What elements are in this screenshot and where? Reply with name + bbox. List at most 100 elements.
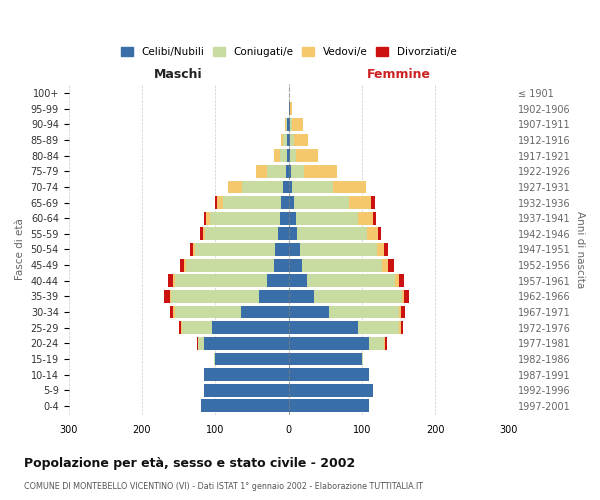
Bar xyxy=(289,228,367,240)
Bar xyxy=(200,400,289,412)
Bar xyxy=(289,134,290,146)
Text: COMUNE DI MONTEBELLO VICENTINO (VI) - Dati ISTAT 1° gennaio 2002 - Elaborazione : COMUNE DI MONTEBELLO VICENTINO (VI) - Da… xyxy=(24,482,423,491)
Bar xyxy=(289,196,349,209)
Bar xyxy=(173,306,289,318)
Text: Popolazione per età, sesso e stato civile - 2002: Popolazione per età, sesso e stato civil… xyxy=(24,458,355,470)
Bar xyxy=(289,212,376,224)
Bar xyxy=(289,290,409,303)
Bar xyxy=(289,274,398,287)
Bar xyxy=(289,368,369,381)
Bar xyxy=(289,400,369,412)
Bar xyxy=(289,368,369,381)
Bar xyxy=(195,243,289,256)
Bar xyxy=(289,352,362,366)
Bar xyxy=(289,274,404,287)
Bar xyxy=(289,118,303,131)
Bar xyxy=(287,149,289,162)
Bar xyxy=(289,384,373,396)
Bar xyxy=(289,228,381,240)
Bar xyxy=(206,212,289,224)
Bar xyxy=(289,165,304,177)
Bar xyxy=(180,258,289,272)
Bar xyxy=(289,337,385,349)
Bar xyxy=(289,180,365,194)
Bar xyxy=(280,149,289,162)
Bar xyxy=(170,290,289,303)
Bar xyxy=(190,243,289,256)
Bar xyxy=(289,228,298,240)
Bar xyxy=(204,368,289,381)
Bar xyxy=(199,337,289,349)
Bar xyxy=(289,180,332,194)
Bar xyxy=(289,306,329,318)
Bar xyxy=(289,180,365,194)
Bar xyxy=(289,102,292,115)
Bar xyxy=(193,243,289,256)
Bar xyxy=(289,352,364,366)
Bar xyxy=(289,290,314,303)
Bar xyxy=(289,102,290,115)
Bar xyxy=(274,258,289,272)
Bar xyxy=(223,196,289,209)
Bar xyxy=(212,322,289,334)
Bar xyxy=(289,258,388,272)
Bar xyxy=(200,400,289,412)
Bar xyxy=(289,134,308,146)
Bar xyxy=(289,165,291,177)
Bar xyxy=(289,196,295,209)
Bar xyxy=(289,384,373,396)
Bar xyxy=(286,118,289,131)
Y-axis label: Anni di nascita: Anni di nascita xyxy=(575,211,585,288)
Bar xyxy=(289,243,377,256)
Bar xyxy=(274,149,289,162)
Bar xyxy=(281,134,289,146)
Bar xyxy=(289,243,299,256)
Bar xyxy=(289,337,384,349)
Bar xyxy=(204,384,289,396)
Text: Femmine: Femmine xyxy=(367,68,431,80)
Bar xyxy=(205,228,289,240)
Bar xyxy=(289,102,290,115)
Bar xyxy=(289,134,308,146)
Bar xyxy=(204,384,289,396)
Bar xyxy=(289,290,402,303)
Bar xyxy=(171,290,289,303)
Bar xyxy=(289,196,371,209)
Bar xyxy=(203,228,289,240)
Bar xyxy=(215,196,289,209)
Bar xyxy=(275,243,289,256)
Bar xyxy=(200,400,289,412)
Bar xyxy=(285,118,289,131)
Bar xyxy=(175,306,289,318)
Bar xyxy=(289,400,369,412)
Bar xyxy=(199,337,289,349)
Bar xyxy=(289,243,388,256)
Bar xyxy=(266,274,289,287)
Bar xyxy=(217,196,289,209)
Bar xyxy=(289,118,290,131)
Bar xyxy=(289,196,375,209)
Bar xyxy=(204,368,289,381)
Bar xyxy=(268,165,289,177)
Bar xyxy=(287,118,289,131)
Bar xyxy=(289,337,369,349)
Bar xyxy=(289,212,373,224)
Bar xyxy=(289,165,337,177)
Bar xyxy=(289,243,384,256)
Bar xyxy=(289,400,369,412)
Bar xyxy=(287,134,289,146)
Bar xyxy=(289,134,294,146)
Bar xyxy=(241,306,289,318)
Bar xyxy=(286,165,289,177)
Bar xyxy=(242,180,289,194)
Bar xyxy=(204,384,289,396)
Bar xyxy=(283,134,289,146)
Bar xyxy=(289,274,307,287)
Bar xyxy=(175,274,289,287)
Bar xyxy=(289,258,302,272)
Bar xyxy=(200,228,289,240)
Bar xyxy=(204,384,289,396)
Bar xyxy=(259,290,289,303)
Bar xyxy=(289,384,373,396)
Bar xyxy=(170,306,289,318)
